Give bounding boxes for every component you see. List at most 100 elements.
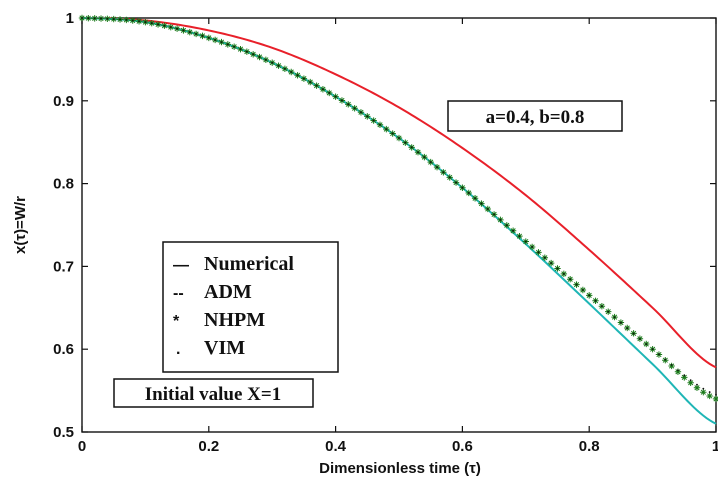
vim-point [645,343,648,346]
y-axis-label: x(τ)=W/r [12,196,29,254]
vim-point [93,17,96,20]
vim-point [163,24,166,27]
legend-label-vim: VIM [204,337,245,359]
nhpm-point [681,374,688,381]
vim-point [334,95,337,98]
nhpm-point [693,384,701,391]
vim-point [157,23,159,26]
vim-point [702,387,705,390]
vim-point [715,393,717,396]
vim-point [493,213,495,216]
nhpm-point [706,392,713,400]
vim-point [423,156,426,159]
vim-point [689,379,692,382]
vim-point [575,283,578,286]
vim-point [600,305,603,308]
x-tick-label: 0.6 [452,438,473,455]
vim-point [512,229,515,232]
tick-group: 0 0.2 0.4 0.6 0.8 1 0.5 0.6 0.7 0.8 0.9 1 [53,10,718,455]
vim-point [531,246,534,248]
y-tick-label: 0.6 [53,341,74,358]
vim-point [651,348,654,351]
legend-label-adm: ADM [204,281,252,303]
y-tick-label: 0.8 [53,176,74,193]
x-tick-label: 0.2 [198,438,219,455]
plot-frame [81,17,717,433]
vim-point [677,369,679,372]
vim-point [626,327,629,330]
y-tick-label: 1 [66,10,74,27]
x-tick-label: 0 [78,438,86,455]
vim-point [486,208,489,210]
nhpm-point [674,368,682,375]
vim-point [188,31,191,34]
vim-point [283,67,286,70]
vim-point [138,20,140,23]
series-vim [81,17,717,396]
vim-point [195,33,198,35]
vim-point [226,43,229,46]
vim-point [474,197,476,200]
vim-point [119,18,121,21]
vim-point [290,71,293,73]
vim-point [556,267,559,270]
vim-point [410,146,413,149]
vim-point [620,321,622,324]
vim-point [391,132,394,135]
vim-point [550,262,553,264]
vim-point [87,17,90,20]
vim-point [664,358,667,361]
vim-point [569,278,572,281]
vim-point [296,74,299,77]
vim-point [169,26,172,29]
y-tick-label: 0.9 [53,93,74,110]
legend-symbol-adm: -- [173,285,184,302]
vim-point [607,310,610,313]
vim-point [467,192,470,194]
vim-point [505,224,508,227]
vim-point [588,294,591,297]
series-numerical [81,17,717,369]
vim-point [277,64,280,67]
vim-point [144,21,147,24]
vim-point [131,19,134,22]
vim-point [303,77,305,80]
x-tick-label: 1 [712,438,718,455]
vim-point [322,88,324,91]
vim-point [480,202,483,205]
vim-point [537,251,540,254]
vim-point [100,17,102,20]
vim-point [366,115,369,118]
vim-point [353,107,356,110]
vim-point [81,17,83,19]
annotation-params: a=0.4, b=0.8 [447,100,623,132]
legend-box [162,241,339,373]
annotation-initial-text: Initial value X=1 [145,384,281,405]
vim-point [518,235,521,238]
vim-point [258,56,261,58]
vim-point [398,137,400,139]
vim-point [239,48,242,51]
legend-label-numerical: Numerical [204,253,294,275]
vim-point [271,61,274,64]
y-tick-label: 0.5 [53,424,74,441]
nhpm-point [687,379,694,386]
vim-point [562,272,565,275]
vim-point [309,81,312,84]
vim-point [524,240,527,243]
vim-point [347,103,350,106]
vim-point [429,161,432,164]
annotation-initial-value: Initial value X=1 [113,378,314,408]
vim-point [385,128,388,131]
vim-point [182,29,185,32]
vim-point [442,171,445,174]
vim-point [670,364,673,366]
legend: — Numerical -- ADM * NHPM . VIM [162,241,339,373]
vim-point [708,391,711,393]
x-tick-label: 0.8 [579,438,600,455]
vim-point [341,99,343,102]
vim-point [632,332,635,335]
vim-point [315,84,318,87]
vim-point [245,50,248,53]
